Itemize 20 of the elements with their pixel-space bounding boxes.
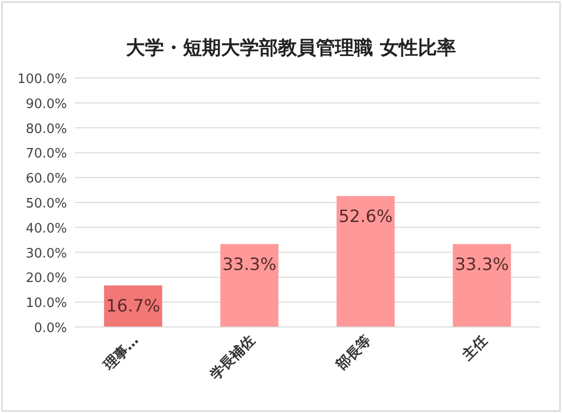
- data-label: 33.3%: [454, 255, 509, 276]
- y-tick-label: 50.0%: [26, 196, 67, 212]
- y-tick-label: 40.0%: [26, 221, 67, 236]
- y-tick-label: 30.0%: [26, 246, 67, 262]
- y-tick-label: 0.0%: [34, 321, 67, 336]
- y-tick-label: 80.0%: [26, 122, 67, 137]
- x-tick-label: 学長補佐: [206, 332, 258, 384]
- chart-title: 大学・短期大学部教員管理職 女性比率: [126, 37, 456, 59]
- data-label: 16.7%: [106, 296, 160, 316]
- x-tick-label: 主任: [458, 332, 491, 364]
- data-label: 52.6%: [338, 207, 393, 228]
- y-tick-label: 60.0%: [26, 172, 67, 187]
- y-tick-label: 90.0%: [26, 96, 67, 112]
- y-tick-label: 100.0%: [17, 72, 67, 87]
- y-tick-label: 10.0%: [26, 296, 67, 312]
- x-tick-label: 部長等: [332, 332, 374, 374]
- data-label: 33.3%: [222, 255, 276, 276]
- x-tick-label: 理事…: [100, 332, 142, 374]
- y-tick-label: 70.0%: [26, 146, 67, 162]
- y-tick-label: 20.0%: [26, 271, 67, 286]
